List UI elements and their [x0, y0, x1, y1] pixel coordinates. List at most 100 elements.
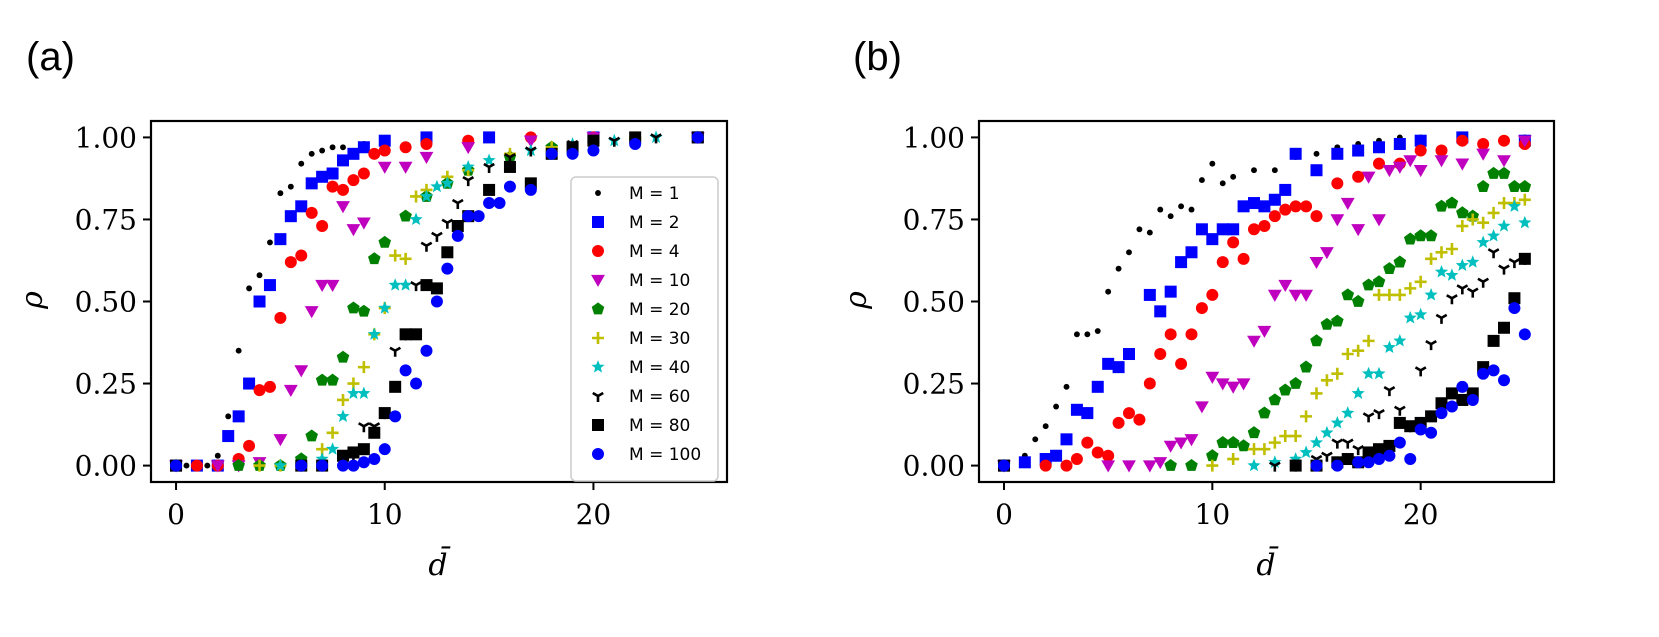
data-point: [1216, 223, 1229, 236]
data-point: [1164, 458, 1177, 471]
data-point: [1268, 193, 1281, 206]
data-point: [587, 144, 600, 157]
data-point: [419, 189, 434, 203]
data-point: [1466, 393, 1479, 406]
data-point: [451, 198, 464, 210]
data-point: [357, 304, 371, 317]
data-point: [1498, 264, 1510, 275]
data-point: [1310, 334, 1323, 347]
data-point: [1309, 256, 1324, 270]
data-point: [1163, 440, 1178, 453]
data-point: [1247, 335, 1261, 348]
y-tick-label-a: 0.00: [75, 450, 137, 483]
legend-entry: M = 4: [592, 242, 680, 262]
data-point: [1167, 213, 1174, 220]
data-point: [441, 218, 454, 229]
data-point: [1352, 170, 1365, 183]
data-point: [1330, 214, 1345, 227]
data-point: [1216, 256, 1229, 269]
data-point: [1445, 400, 1458, 413]
data-point: [273, 458, 287, 472]
data-point: [1435, 246, 1448, 259]
legend-entry: M = 40: [591, 358, 690, 378]
series-b-m2: [998, 131, 1531, 472]
data-point: [1518, 180, 1532, 192]
data-point: [368, 252, 381, 265]
x-tick-label-b: 10: [1195, 498, 1231, 531]
data-point: [1456, 220, 1469, 233]
data-point: [1195, 401, 1209, 414]
data-point: [1362, 366, 1376, 380]
data-point: [368, 453, 381, 466]
data-point: [1081, 407, 1094, 420]
data-point: [243, 377, 256, 390]
data-point: [214, 452, 221, 459]
data-point: [1476, 148, 1491, 161]
data-point: [410, 280, 422, 292]
data-point: [1466, 213, 1479, 226]
data-point: [347, 301, 360, 314]
data-point: [1102, 449, 1115, 462]
data-point: [608, 136, 621, 147]
x-tick-label-a: 0: [167, 498, 185, 531]
y-tick-label-a: 1.00: [75, 121, 137, 154]
data-point: [1435, 199, 1448, 212]
data-point: [1434, 265, 1449, 278]
data-point: [304, 306, 319, 319]
data-point: [1414, 134, 1427, 147]
data-point: [287, 183, 294, 190]
data-point: [1414, 144, 1427, 157]
data-point: [1091, 446, 1104, 459]
data-point: [1393, 416, 1406, 429]
data-point: [1070, 403, 1083, 416]
data-point: [1175, 357, 1188, 370]
data-point: [1424, 288, 1438, 301]
data-point: [431, 231, 443, 242]
data-point: [1466, 255, 1480, 268]
data-point: [358, 422, 370, 433]
data-point: [1414, 366, 1427, 377]
data-point: [319, 147, 326, 154]
data-point: [1373, 443, 1385, 456]
legend-marker: [592, 391, 604, 402]
data-point: [273, 434, 288, 447]
data-point: [462, 210, 475, 223]
data-point: [1434, 155, 1449, 168]
data-point: [1456, 134, 1469, 147]
data-point: [1248, 197, 1260, 210]
y-tick-label-a: 0.25: [75, 368, 137, 401]
data-point: [1216, 436, 1230, 448]
data-point: [1289, 200, 1302, 213]
data-point: [1518, 252, 1531, 265]
data-point: [1403, 232, 1417, 245]
data-point: [1206, 459, 1219, 472]
data-point: [410, 328, 423, 341]
data-point: [1456, 284, 1469, 295]
legend-entry: M = 100: [592, 445, 701, 465]
data-point: [1392, 161, 1407, 174]
data-point: [183, 462, 190, 469]
data-point: [357, 141, 370, 154]
data-point: [389, 346, 402, 357]
data-point: [1497, 155, 1511, 168]
data-point: [691, 131, 704, 144]
data-point: [1227, 236, 1240, 249]
data-point: [1476, 235, 1490, 249]
data-point: [1063, 383, 1070, 390]
data-point: [1268, 455, 1282, 468]
data-point: [253, 459, 266, 472]
data-point: [398, 161, 413, 174]
data-point: [1299, 445, 1313, 459]
data-point: [1299, 289, 1313, 302]
data-point: [1425, 340, 1437, 351]
legend-label: M = 2: [629, 213, 680, 233]
data-point: [1477, 137, 1490, 150]
plot-frame-a: [149, 119, 729, 484]
data-point: [347, 446, 360, 459]
data-point: [337, 183, 349, 196]
data-point: [1146, 229, 1153, 236]
data-point: [399, 278, 413, 291]
x-axis-label-a: d̄: [428, 545, 450, 583]
data-point: [1320, 425, 1334, 439]
data-point: [1487, 206, 1500, 219]
